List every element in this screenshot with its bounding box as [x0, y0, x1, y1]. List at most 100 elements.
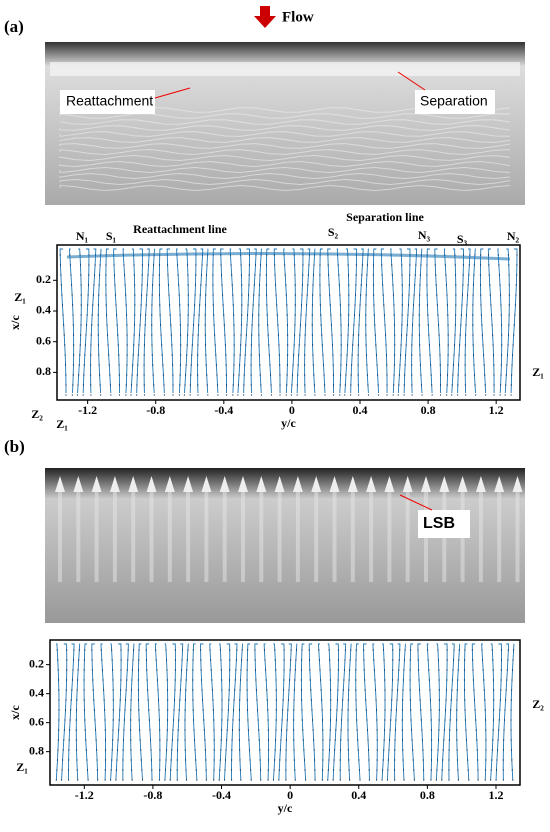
streamline-dot: [126, 334, 128, 336]
streamline-dot: [158, 779, 160, 781]
streamline-dot: [340, 334, 342, 336]
streamline-dot: [144, 334, 146, 336]
streamline-dot: [133, 344, 135, 346]
streamline-dot: [221, 729, 223, 731]
streamline-dot: [334, 739, 336, 741]
streamline-dot: [464, 649, 466, 651]
streamline-dot: [247, 304, 249, 306]
streamline-dot: [120, 649, 122, 651]
streamline-dot: [422, 769, 425, 771]
streamline-dot: [430, 364, 432, 366]
streamline-dot: [126, 679, 128, 681]
streamline-dot: [61, 769, 63, 771]
streamline-dot: [141, 294, 143, 296]
streamline: [97, 248, 102, 394]
annotation: N₃: [418, 228, 431, 242]
streamline-dot: [85, 739, 87, 741]
streamline-dot: [514, 314, 516, 316]
streamline-dot: [409, 264, 411, 266]
streamline-dot: [419, 284, 421, 286]
streamline: [443, 248, 449, 394]
streamline-dot: [472, 344, 474, 346]
streamline-dot: [68, 739, 70, 741]
streamline-dot: [106, 334, 109, 336]
streamline-dot: [395, 709, 398, 711]
streamline-dot: [453, 344, 456, 346]
streamline-dot: [293, 739, 295, 741]
streamline-dot: [349, 669, 351, 671]
streamline-dot: [293, 709, 295, 711]
streamline-dot: [176, 779, 178, 781]
streamline-dot: [409, 649, 412, 651]
streamline-dot: [510, 699, 512, 701]
streamline-dot: [155, 649, 157, 651]
streamline-dot: [111, 669, 114, 671]
streamline-dot: [69, 264, 71, 266]
streamline-dot: [250, 364, 252, 366]
streamline-dot: [319, 679, 322, 681]
streamline-dot: [246, 669, 248, 671]
streamline-dot: [217, 394, 219, 396]
streamline-dot: [299, 334, 301, 336]
streamline-dot: [448, 769, 450, 771]
streamline-dot: [334, 749, 336, 751]
streamline-dot: [513, 334, 515, 336]
streamline-dot: [134, 314, 136, 316]
streamline-dot: [205, 354, 207, 356]
streamline-dot: [254, 669, 257, 671]
roughness: [292, 476, 303, 492]
streamline-dot: [258, 324, 260, 326]
streamline-dot: [471, 649, 473, 651]
streamline-dot: [350, 374, 352, 376]
streamline-dot: [337, 689, 339, 691]
streamline-dot: [366, 264, 369, 266]
streamline-dot: [450, 709, 452, 711]
streamline-dot: [259, 749, 261, 751]
streamline-dot: [68, 759, 70, 761]
streamline: [451, 248, 457, 394]
streamline-dot: [299, 324, 302, 326]
streamline-dot: [246, 324, 248, 326]
streamline: [273, 248, 281, 394]
streamline-dot: [511, 769, 513, 771]
streamline-dot: [472, 669, 474, 671]
streamline-dot: [138, 344, 140, 346]
streamline-dot: [313, 759, 316, 761]
streamline-dot: [473, 699, 476, 701]
streamline-dot: [166, 264, 169, 266]
streamline-dot: [308, 659, 311, 661]
streamline-dot: [104, 719, 106, 721]
x-tick-label: -0.8: [146, 403, 165, 417]
x-tick-label: 0: [289, 403, 295, 417]
streamline-dot: [180, 344, 182, 346]
streamline-dot: [130, 384, 133, 386]
streamline-dot: [172, 719, 175, 721]
x-tick-label: -1.2: [78, 403, 97, 417]
streamline-dot: [145, 314, 147, 316]
streamline-dot: [107, 344, 109, 346]
streamline-dot: [139, 739, 141, 741]
streamline-dot: [452, 669, 454, 671]
streamline-dot: [401, 314, 403, 316]
streamline-dot: [305, 314, 307, 316]
streamline-dot: [329, 689, 332, 691]
streamline-dot: [507, 254, 510, 256]
streamline-dot: [136, 374, 138, 376]
streamline-dot: [445, 284, 448, 286]
streamline-dot: [104, 759, 107, 761]
streamline-dot: [472, 679, 475, 681]
streamline-dot: [503, 739, 505, 741]
streamline-dot: [126, 669, 128, 671]
streamline-dot: [102, 679, 104, 681]
streamline-dot: [300, 679, 303, 681]
streak: [167, 492, 172, 582]
streamline-dot: [321, 719, 324, 721]
streamline-dot: [265, 264, 268, 266]
streamline-dot: [76, 759, 78, 761]
streamline-dot: [298, 344, 300, 346]
streamline-dot: [301, 719, 303, 721]
streamline-dot: [60, 284, 62, 286]
streamline-dot: [170, 334, 172, 336]
streamline-dot: [211, 689, 213, 691]
streamline-dot: [500, 324, 503, 326]
